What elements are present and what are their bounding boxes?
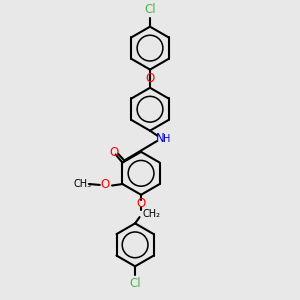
Text: CH₂: CH₂ <box>142 208 160 219</box>
Text: O: O <box>146 72 154 85</box>
Text: O: O <box>100 178 110 191</box>
Text: N: N <box>156 132 165 145</box>
Text: CH₃: CH₃ <box>73 179 91 189</box>
Text: O: O <box>136 196 146 210</box>
Text: Cl: Cl <box>144 3 156 16</box>
Text: H: H <box>163 134 171 144</box>
Text: O: O <box>110 146 119 159</box>
Text: Cl: Cl <box>129 277 141 290</box>
